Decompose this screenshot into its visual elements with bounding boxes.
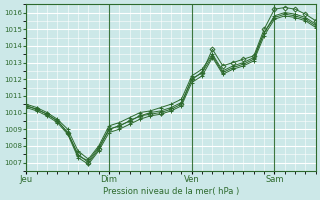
X-axis label: Pression niveau de la mer( hPa ): Pression niveau de la mer( hPa )	[103, 187, 239, 196]
